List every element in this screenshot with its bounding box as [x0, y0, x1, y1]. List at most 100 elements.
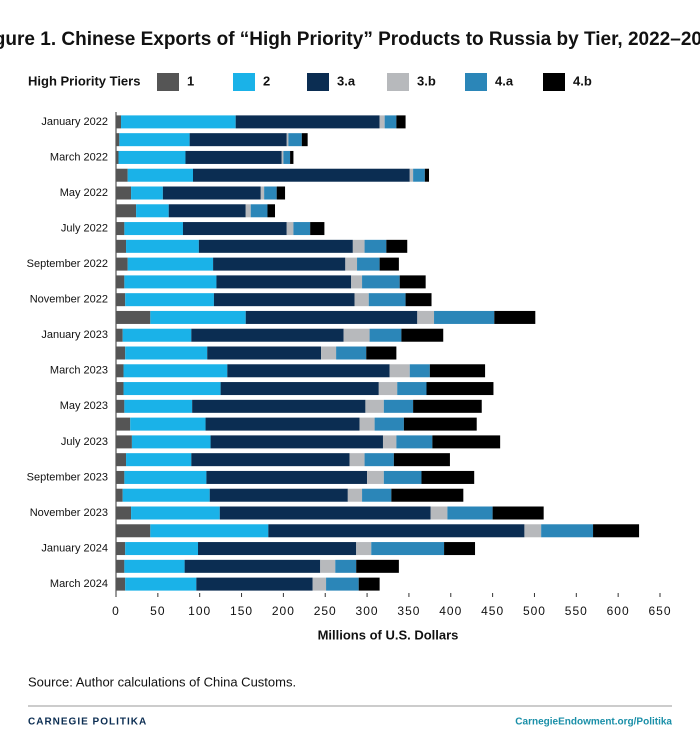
bar-segment [118, 150, 186, 164]
bar-segment [121, 115, 236, 129]
bar-segment [116, 150, 119, 164]
bar-segment [185, 150, 282, 164]
bar-segment [131, 506, 220, 520]
x-axis-label: Millions of U.S. Dollars [318, 627, 459, 642]
bar-segment [281, 150, 284, 164]
x-tick-label: 400 [439, 604, 462, 618]
bar-segment [335, 559, 357, 573]
legend-swatch [233, 73, 255, 91]
bar-segment [116, 399, 125, 413]
bar-segment [391, 488, 464, 502]
x-tick-label: 0 [112, 604, 120, 618]
bar-segment [126, 453, 192, 467]
bar-segment [349, 453, 365, 467]
x-tick-label: 600 [607, 604, 630, 618]
bar-segment [235, 115, 380, 129]
bar-segment [124, 559, 185, 573]
bar-segment [250, 204, 268, 218]
bar-segment [362, 275, 400, 289]
bar-segment [396, 435, 433, 449]
bar-segment [116, 470, 125, 484]
bar-segment [447, 506, 493, 520]
bar-segment [119, 133, 190, 147]
bar-segment [192, 399, 366, 413]
legend-swatch [157, 73, 179, 91]
bar-segment [116, 382, 124, 396]
bar-segment [397, 382, 427, 396]
bar-segment [286, 133, 289, 147]
legend-title: High Priority Tiers [28, 73, 140, 88]
bar-segment [430, 506, 448, 520]
bar-segment [399, 275, 426, 289]
bar-segment [371, 542, 445, 556]
y-tick-label: July 2023 [61, 436, 108, 448]
bar-segment [116, 168, 128, 182]
bar-segment [116, 577, 126, 591]
bar-segment [364, 453, 394, 467]
bar-segment [409, 168, 414, 182]
bar-segment [343, 328, 370, 342]
bar-segment [125, 346, 208, 360]
bar-segment [368, 293, 406, 307]
bar-segment [123, 364, 228, 378]
y-tick-label: September 2023 [27, 471, 108, 483]
bar-segment [116, 346, 126, 360]
bar-segment [409, 364, 430, 378]
bar-segment [116, 506, 132, 520]
x-tick-label: 100 [188, 604, 211, 618]
bar-segment [357, 257, 380, 271]
bar-segment [312, 577, 327, 591]
bar-segment [191, 453, 350, 467]
bar-segment [184, 559, 321, 573]
bar-segment [369, 328, 402, 342]
bar-segment [219, 506, 431, 520]
bar-segment [286, 222, 294, 236]
y-tick-label: January 2022 [41, 116, 108, 128]
bar-segment [220, 382, 379, 396]
bar-segment [136, 204, 169, 218]
bar-segment [116, 488, 123, 502]
bar-segment [116, 204, 137, 218]
bar-segment [524, 524, 542, 538]
bar-segment [216, 275, 352, 289]
bar-segment [126, 239, 199, 253]
legend-label: 1 [187, 73, 194, 88]
bar-segment [124, 470, 207, 484]
y-tick-label: March 2023 [50, 365, 108, 377]
bar-segment [168, 204, 246, 218]
bar-segment [116, 559, 125, 573]
legend-swatch [387, 73, 409, 91]
bar-segment [116, 310, 151, 324]
y-tick-label: January 2023 [41, 329, 108, 341]
bar-segment [444, 542, 476, 556]
bar-segment [116, 542, 126, 556]
y-tick-label: September 2022 [27, 258, 108, 270]
bar-segment [267, 204, 276, 218]
bar-segment [116, 275, 125, 289]
bar-segment [413, 168, 425, 182]
bar-segment [125, 293, 214, 307]
bar-segment [182, 222, 287, 236]
bar-segment [432, 435, 501, 449]
bar-segment [124, 275, 217, 289]
bar-segment [383, 470, 422, 484]
bar-segment [421, 470, 475, 484]
bar-segment [124, 399, 193, 413]
x-tick-label: 650 [648, 604, 671, 618]
bar-segment [127, 257, 214, 271]
bar-segment [396, 115, 406, 129]
bar-segment [192, 168, 410, 182]
bar-segment [434, 310, 495, 324]
bar-segment [189, 133, 287, 147]
x-tick-label: 550 [565, 604, 588, 618]
bar-segment [403, 417, 477, 431]
bar-segment [276, 186, 286, 200]
legend-label: 4.b [573, 73, 592, 88]
bar-segment [347, 488, 363, 502]
bar-segment [213, 257, 346, 271]
bar-segment [494, 310, 536, 324]
bar-segment [191, 328, 344, 342]
y-tick-label: March 2024 [50, 578, 108, 590]
bar-segment [213, 293, 355, 307]
x-tick-label: 250 [314, 604, 337, 618]
